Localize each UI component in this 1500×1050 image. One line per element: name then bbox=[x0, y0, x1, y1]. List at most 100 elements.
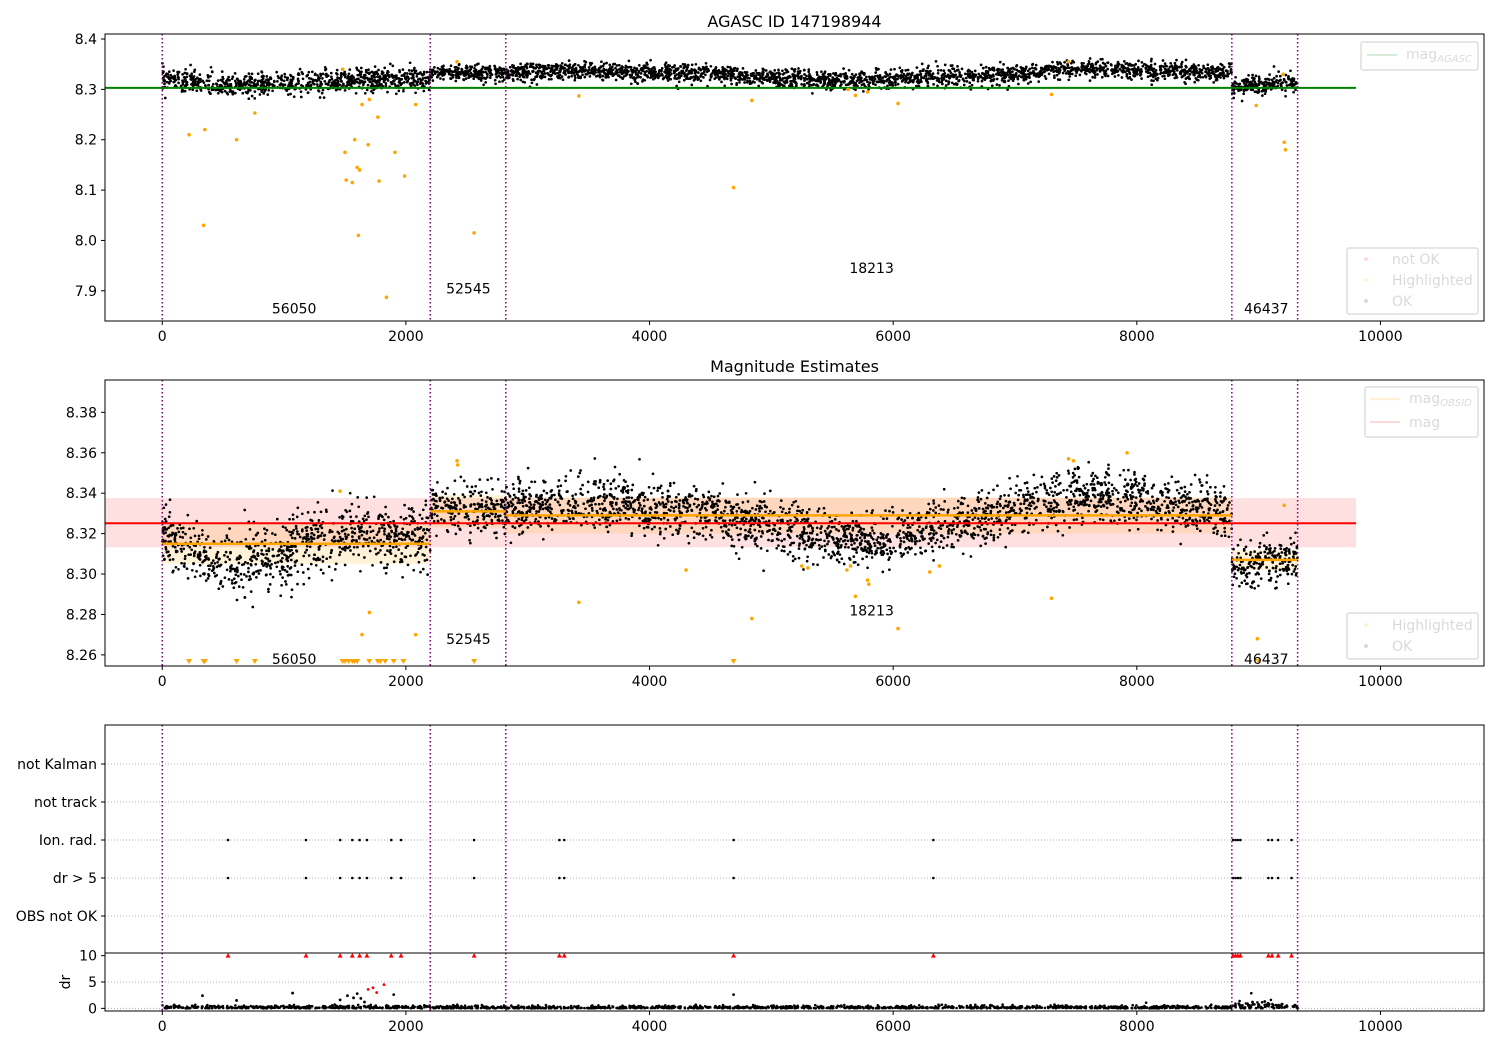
ok-point bbox=[420, 73, 424, 76]
ok-point bbox=[614, 71, 618, 74]
ok-point bbox=[254, 533, 258, 537]
ok-point bbox=[349, 515, 353, 519]
ok-point bbox=[479, 494, 483, 497]
ok-point bbox=[441, 490, 444, 494]
ok-point bbox=[998, 60, 1002, 64]
ok-point bbox=[428, 549, 432, 552]
ok-point bbox=[231, 75, 235, 79]
ok-point bbox=[511, 63, 514, 67]
ok-point bbox=[437, 73, 441, 76]
ok-point bbox=[281, 549, 285, 552]
ok-point bbox=[1002, 63, 1005, 66]
ok-point bbox=[377, 551, 380, 555]
ok-point bbox=[773, 73, 776, 76]
ok-point bbox=[602, 62, 606, 66]
ok-point bbox=[265, 528, 269, 532]
ok-point bbox=[412, 510, 415, 513]
ok-point bbox=[231, 567, 235, 571]
ok-point bbox=[1122, 69, 1125, 73]
ok-point bbox=[296, 506, 300, 510]
ok-point bbox=[1125, 69, 1129, 72]
ok-point bbox=[629, 82, 633, 86]
ok-point bbox=[735, 69, 739, 73]
ok-point bbox=[1211, 72, 1215, 75]
ok-point bbox=[294, 527, 298, 530]
ok-point bbox=[195, 519, 199, 523]
ok-point bbox=[438, 497, 442, 501]
ok-point bbox=[1193, 80, 1197, 84]
ok-point bbox=[493, 515, 497, 519]
ok-point bbox=[442, 68, 446, 71]
ok-point bbox=[1072, 67, 1076, 71]
ok-point bbox=[785, 68, 789, 72]
ok-point bbox=[477, 505, 481, 509]
ok-point bbox=[889, 80, 892, 84]
ok-point bbox=[423, 559, 427, 562]
ok-point bbox=[368, 549, 372, 553]
ok-point bbox=[449, 77, 452, 80]
ok-point bbox=[1219, 76, 1222, 79]
chart1-y-tick-label: 8.2 bbox=[75, 133, 97, 149]
ok-point bbox=[258, 93, 262, 96]
ok-point bbox=[676, 76, 680, 80]
ok-point bbox=[220, 70, 224, 73]
ok-point bbox=[261, 74, 265, 78]
ok-point bbox=[573, 69, 577, 72]
ok-point bbox=[201, 533, 204, 537]
ok-point bbox=[535, 63, 538, 67]
ok-point bbox=[888, 72, 892, 76]
highlighted-point bbox=[352, 137, 357, 142]
ok-point bbox=[860, 71, 864, 75]
ok-point bbox=[1085, 65, 1089, 68]
ok-point bbox=[177, 81, 180, 85]
ok-point bbox=[272, 554, 276, 558]
ok-point bbox=[790, 67, 794, 71]
ok-point bbox=[690, 76, 694, 79]
ok-point bbox=[911, 71, 914, 75]
ok-point bbox=[370, 74, 374, 78]
ok-point bbox=[1117, 73, 1120, 77]
ok-point bbox=[321, 571, 325, 575]
ok-point bbox=[189, 536, 193, 540]
ok-point bbox=[183, 89, 187, 93]
ok-point bbox=[403, 503, 406, 507]
ok-point bbox=[979, 63, 983, 67]
ok-point bbox=[461, 493, 465, 496]
ok-point bbox=[455, 504, 458, 507]
ok-point bbox=[578, 471, 582, 475]
ok-point bbox=[955, 69, 959, 72]
ok-point bbox=[256, 554, 260, 558]
ok-point bbox=[252, 537, 255, 541]
ok-point bbox=[954, 82, 958, 85]
ok-point bbox=[871, 82, 875, 86]
ok-point bbox=[240, 578, 243, 582]
chart1-legend-upper-box bbox=[1360, 41, 1479, 71]
ok-point bbox=[324, 82, 328, 86]
chart1-obsid-label: 18213 bbox=[849, 261, 894, 277]
ok-point bbox=[317, 89, 321, 93]
ok-point bbox=[320, 531, 324, 535]
ok-point bbox=[382, 566, 386, 570]
ok-point bbox=[357, 77, 360, 81]
ok-point bbox=[321, 555, 325, 559]
ok-point bbox=[1103, 71, 1106, 75]
ok-point bbox=[293, 564, 297, 567]
ok-point bbox=[958, 71, 961, 74]
ok-point bbox=[183, 562, 186, 565]
ok-point bbox=[918, 80, 921, 84]
ok-point bbox=[280, 583, 283, 587]
ok-point bbox=[263, 544, 267, 548]
ok-point bbox=[481, 514, 485, 518]
ok-point bbox=[256, 569, 260, 573]
ok-point bbox=[263, 562, 267, 566]
ok-point bbox=[390, 74, 394, 78]
ok-point bbox=[416, 80, 420, 84]
ok-point bbox=[372, 536, 376, 540]
ok-point bbox=[998, 84, 1001, 87]
ok-point bbox=[454, 79, 458, 83]
ok-point bbox=[468, 65, 472, 68]
ok-point bbox=[484, 81, 488, 84]
ok-point bbox=[454, 73, 457, 77]
ok-point bbox=[1201, 75, 1205, 79]
ok-point bbox=[959, 75, 963, 79]
